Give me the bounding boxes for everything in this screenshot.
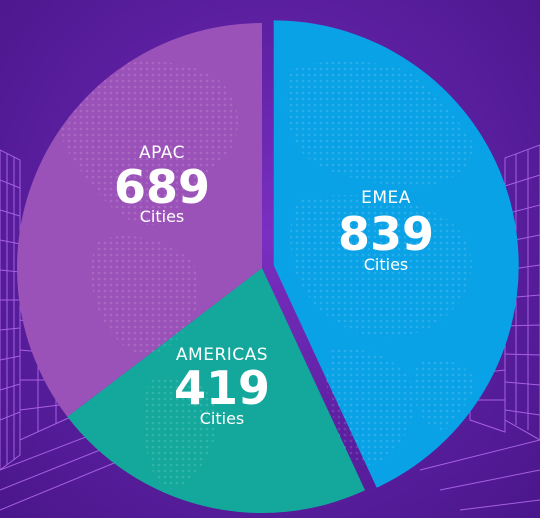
world-map-dots (56, 61, 481, 489)
label-americas: AMERICAS 419 Cities (174, 345, 270, 428)
label-apac: APAC 689 Cities (114, 143, 210, 226)
slice-value-emea: 839 (338, 207, 434, 261)
slice-value-americas: 419 (174, 361, 270, 415)
slice-value-apac: 689 (114, 160, 210, 214)
slice-unit-americas: Cities (200, 409, 245, 428)
slice-label-apac: APAC (139, 143, 185, 163)
slice-label-americas: AMERICAS (176, 345, 268, 365)
slice-unit-emea: Cities (364, 255, 409, 274)
pie-slice-americas (67, 268, 366, 513)
label-emea: EMEA 839 Cities (338, 188, 434, 274)
slice-unit-apac: Cities (140, 207, 185, 226)
slice-label-emea: EMEA (361, 188, 411, 208)
